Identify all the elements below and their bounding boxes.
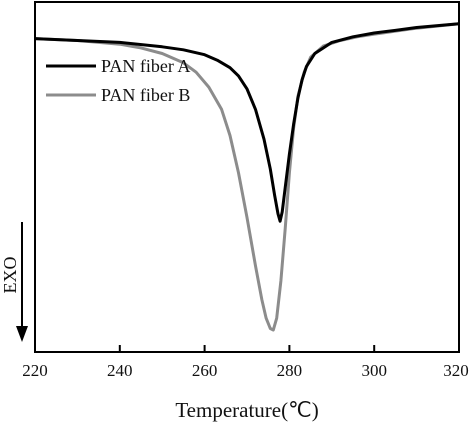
plot-frame [34,1,460,353]
legend: PAN fiber A PAN fiber B [46,56,190,105]
x-ticks: 220 240 260 280 300 320 [22,345,469,380]
x-tick-label: 260 [192,361,218,380]
legend-label-a: PAN fiber A [101,56,190,76]
x-tick-label: 320 [443,361,469,380]
series-line-a [34,22,460,223]
curves-layer [34,22,460,332]
x-tick-label: 240 [107,361,133,380]
y-axis-label: EXO [0,257,20,294]
x-tick-label: 220 [22,361,48,380]
x-tick-label: 280 [277,361,303,380]
legend-label-b: PAN fiber B [101,85,190,105]
x-axis-title: Temperature(℃) [175,398,318,422]
exo-indicator: EXO [0,222,28,342]
exo-arrow-head-icon [16,326,28,342]
x-tick-label: 300 [361,361,387,380]
series-line-b [34,22,460,332]
